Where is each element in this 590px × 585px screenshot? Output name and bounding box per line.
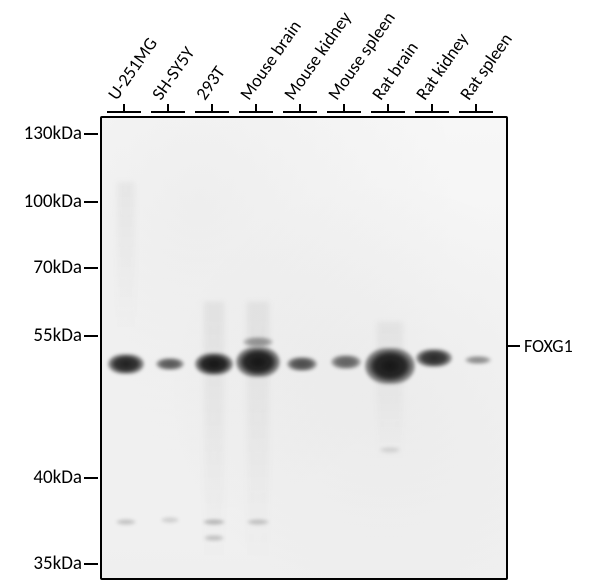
lane-tick <box>431 104 433 111</box>
protein-band <box>416 349 452 367</box>
lane-tick <box>167 104 169 111</box>
protein-band <box>108 354 144 374</box>
lane-bar <box>459 111 493 113</box>
mw-tick <box>84 133 98 135</box>
protein-band <box>331 355 361 369</box>
protein-band <box>156 358 184 370</box>
protein-band <box>116 519 136 525</box>
mw-label: 40kDa <box>6 466 82 489</box>
mw-label: 100kDa <box>6 190 82 213</box>
lane-tick <box>211 104 213 111</box>
lane-tick <box>343 104 345 111</box>
lane-tick <box>387 104 389 111</box>
band-smear <box>117 182 135 332</box>
protein-band <box>465 356 491 364</box>
protein-band <box>204 535 224 541</box>
protein-band <box>203 519 225 525</box>
blot-membrane <box>100 116 508 580</box>
protein-band <box>243 337 273 347</box>
lane-bar <box>283 111 317 113</box>
target-label: FOXG1 <box>524 335 573 357</box>
mw-label: 55kDa <box>6 324 82 347</box>
blot-background <box>102 118 506 578</box>
protein-band <box>195 353 233 375</box>
target-tick <box>506 345 520 347</box>
mw-tick <box>84 477 98 479</box>
protein-band <box>380 447 400 453</box>
band-smear <box>377 322 403 462</box>
protein-band <box>236 347 280 377</box>
mw-label: 70kDa <box>6 256 82 279</box>
lane-bar <box>327 111 361 113</box>
lane-bar <box>415 111 449 113</box>
lane-tick <box>475 104 477 111</box>
lane-label: 293T <box>191 62 230 104</box>
lane-bar <box>195 111 229 113</box>
blot-figure: 130kDa100kDa70kDa55kDa40kDa35kDa U-251MG… <box>0 0 590 585</box>
lane-bar <box>151 111 185 113</box>
mw-tick <box>84 335 98 337</box>
mw-tick <box>84 563 98 565</box>
protein-band <box>365 348 415 384</box>
protein-band <box>247 519 269 525</box>
protein-band <box>287 357 317 371</box>
lane-bar <box>371 111 405 113</box>
lane-tick <box>255 104 257 111</box>
mw-label: 130kDa <box>6 122 82 145</box>
lane-tick <box>299 104 301 111</box>
lane-bar <box>239 111 273 113</box>
lane-bar <box>107 111 141 113</box>
mw-label: 35kDa <box>6 552 82 575</box>
mw-tick <box>84 267 98 269</box>
protein-band <box>161 517 179 523</box>
mw-tick <box>84 201 98 203</box>
lane-tick <box>123 104 125 111</box>
